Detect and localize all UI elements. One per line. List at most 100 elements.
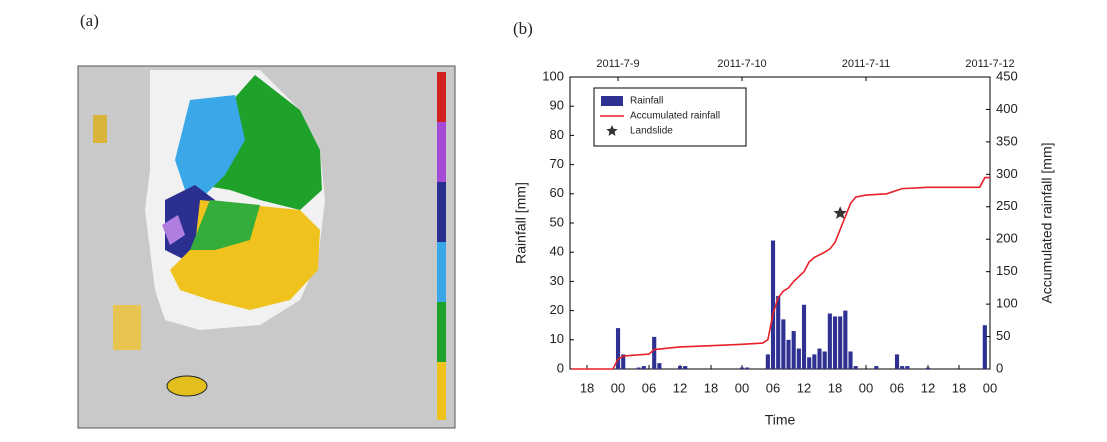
- bar: [900, 366, 905, 369]
- bar: [745, 367, 750, 369]
- bar: [791, 331, 796, 369]
- bar: [812, 354, 817, 369]
- bar: [770, 240, 776, 369]
- bar: [657, 363, 662, 369]
- x-tick-label: 06: [890, 380, 904, 395]
- legend-label: Landslide: [630, 126, 673, 137]
- x2-tick-label: 2011-7-10: [717, 58, 766, 70]
- bar: [982, 325, 987, 369]
- bar: [838, 316, 843, 369]
- x-tick-label: 18: [704, 380, 718, 395]
- bar: [615, 328, 621, 369]
- map: [77, 65, 456, 429]
- y-tick-label: 40: [550, 244, 564, 259]
- legend-box: [593, 87, 747, 147]
- x-tick-label: 00: [983, 380, 997, 395]
- rain-patch: [113, 305, 141, 350]
- x2-tick-label: 2011-7-9: [596, 58, 639, 70]
- x-tick-label: 00: [611, 380, 625, 395]
- colorbar-band: [437, 72, 446, 122]
- bar: [683, 366, 688, 369]
- colorbar-band: [437, 182, 446, 242]
- bar: [848, 351, 853, 369]
- colorbar-band: [437, 122, 446, 182]
- bar: [807, 357, 812, 369]
- panel-label: (b): [513, 19, 533, 38]
- colorbar-band: [437, 302, 446, 362]
- legend: Rainfall Accumulated rainfall Landslide: [593, 87, 747, 147]
- y-tick-label: 0: [557, 360, 564, 375]
- bar: [822, 351, 827, 369]
- y2-tick-label: 50: [996, 328, 1010, 343]
- colorbar-band: [437, 242, 446, 302]
- bar: [801, 304, 807, 369]
- y2-tick-label: 350: [996, 133, 1018, 148]
- bar: [894, 354, 900, 369]
- y2-tick-label: 300: [996, 166, 1018, 181]
- rain-lightblue: [175, 95, 245, 200]
- x-tick-label: 12: [673, 380, 687, 395]
- bar: [786, 339, 791, 369]
- x-axis-title: Time: [765, 412, 796, 428]
- y-tick-label: 60: [550, 185, 564, 200]
- y-tick-label: 70: [550, 156, 564, 171]
- y-tick-label: 30: [550, 273, 564, 288]
- y-tick-label: 50: [550, 214, 564, 229]
- x-tick-label: 00: [859, 380, 873, 395]
- y2-tick-label: 150: [996, 263, 1018, 278]
- y2-tick-label: 400: [996, 101, 1018, 116]
- bar: [874, 366, 879, 369]
- panel-label: (a): [80, 11, 99, 30]
- bar: [827, 313, 832, 369]
- y2-axis-title: Accumulated rainfall [mm]: [1039, 142, 1055, 303]
- bar: [832, 316, 838, 369]
- x-tick-label: 18: [828, 380, 842, 395]
- x-tick-label: 00: [735, 380, 749, 395]
- rain-green-south: [190, 200, 260, 250]
- y-tick-label: 90: [550, 98, 564, 113]
- x2-tick-label: 2011-7-12: [965, 58, 1014, 70]
- bar: [652, 336, 657, 369]
- legend-swatch: [601, 96, 623, 106]
- legend-swatch: [606, 125, 618, 136]
- y2-tick-label: 250: [996, 198, 1018, 213]
- jeju: [166, 375, 208, 397]
- legend-label: Accumulated rainfall: [630, 111, 720, 122]
- bar: [776, 296, 781, 369]
- bar: [925, 367, 931, 369]
- y2-tick-label: 0: [996, 360, 1003, 375]
- x-tick-label: 18: [580, 380, 594, 395]
- y-axis-title: Rainfall [mm]: [513, 182, 529, 264]
- colorbar-band: [437, 362, 446, 420]
- marker: [833, 206, 847, 219]
- x-tick-label: 06: [642, 380, 656, 395]
- y-tick-label: 20: [550, 302, 564, 317]
- x-tick-label: 12: [921, 380, 935, 395]
- bar: [636, 367, 641, 369]
- rain-purple: [162, 215, 185, 245]
- y-tick-label: 80: [550, 127, 564, 142]
- y2-tick-label: 200: [996, 231, 1018, 246]
- bar: [796, 348, 801, 369]
- bar: [765, 354, 770, 369]
- y-tick-label: 10: [550, 331, 564, 346]
- legend-label: Rainfall: [630, 96, 663, 107]
- y2-tick-label: 450: [996, 68, 1018, 83]
- bar: [905, 366, 910, 369]
- bar: [621, 354, 626, 369]
- y2-tick-label: 100: [996, 296, 1018, 311]
- bar: [739, 367, 745, 369]
- bar: [781, 319, 786, 369]
- bar: [641, 366, 646, 369]
- x-tick-label: 12: [797, 380, 811, 395]
- rain-patch: [93, 115, 107, 143]
- y-tick-label: 100: [542, 68, 564, 83]
- bar: [853, 366, 858, 369]
- x-tick-label: 06: [766, 380, 780, 395]
- x-tick-label: 18: [952, 380, 966, 395]
- bar: [677, 366, 683, 369]
- bar: [817, 348, 822, 369]
- x2-tick-label: 2011-7-11: [842, 58, 891, 70]
- line: [571, 176, 990, 370]
